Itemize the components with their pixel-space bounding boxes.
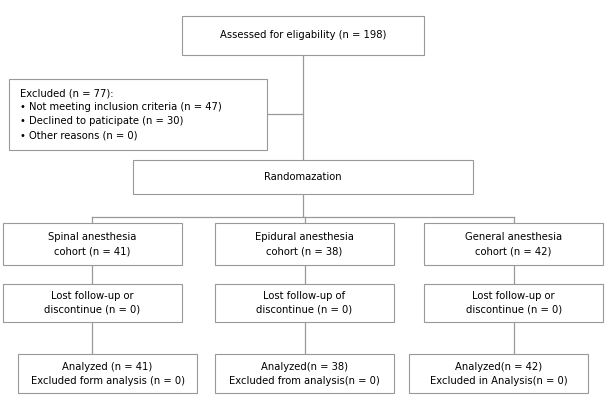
Text: Analyzed(n = 38)
Excluded from analysis(n = 0): Analyzed(n = 38) Excluded from analysis(… [229,362,380,386]
FancyBboxPatch shape [215,284,394,322]
FancyBboxPatch shape [3,223,182,265]
FancyBboxPatch shape [409,354,588,393]
Text: Analyzed (n = 41)
Excluded form analysis (n = 0): Analyzed (n = 41) Excluded form analysis… [30,362,185,386]
FancyBboxPatch shape [133,160,473,194]
FancyBboxPatch shape [215,354,394,393]
FancyBboxPatch shape [18,354,197,393]
FancyBboxPatch shape [9,79,267,150]
Text: Randomazation: Randomazation [264,172,342,182]
FancyBboxPatch shape [3,284,182,322]
FancyBboxPatch shape [424,284,603,322]
Text: Analyzed(n = 42)
Excluded in Analysis(n = 0): Analyzed(n = 42) Excluded in Analysis(n … [430,362,567,386]
Text: Epidural anesthesia
cohort (n = 38): Epidural anesthesia cohort (n = 38) [255,232,354,256]
Text: Lost follow-up or
discontinue (n = 0): Lost follow-up or discontinue (n = 0) [44,291,141,315]
Text: Lost follow-up of
discontinue (n = 0): Lost follow-up of discontinue (n = 0) [256,291,353,315]
Text: General anesthesia
cohort (n = 42): General anesthesia cohort (n = 42) [465,232,562,256]
FancyBboxPatch shape [424,223,603,265]
FancyBboxPatch shape [215,223,394,265]
FancyBboxPatch shape [182,16,424,55]
Text: Assessed for eligability (n = 198): Assessed for eligability (n = 198) [220,30,386,40]
Text: Lost follow-up or
discontinue (n = 0): Lost follow-up or discontinue (n = 0) [465,291,562,315]
Text: Excluded (n = 77):
• Not meeting inclusion criteria (n = 47)
• Declined to patic: Excluded (n = 77): • Not meeting inclusi… [20,88,222,141]
Text: Spinal anesthesia
cohort (n = 41): Spinal anesthesia cohort (n = 41) [48,232,136,256]
